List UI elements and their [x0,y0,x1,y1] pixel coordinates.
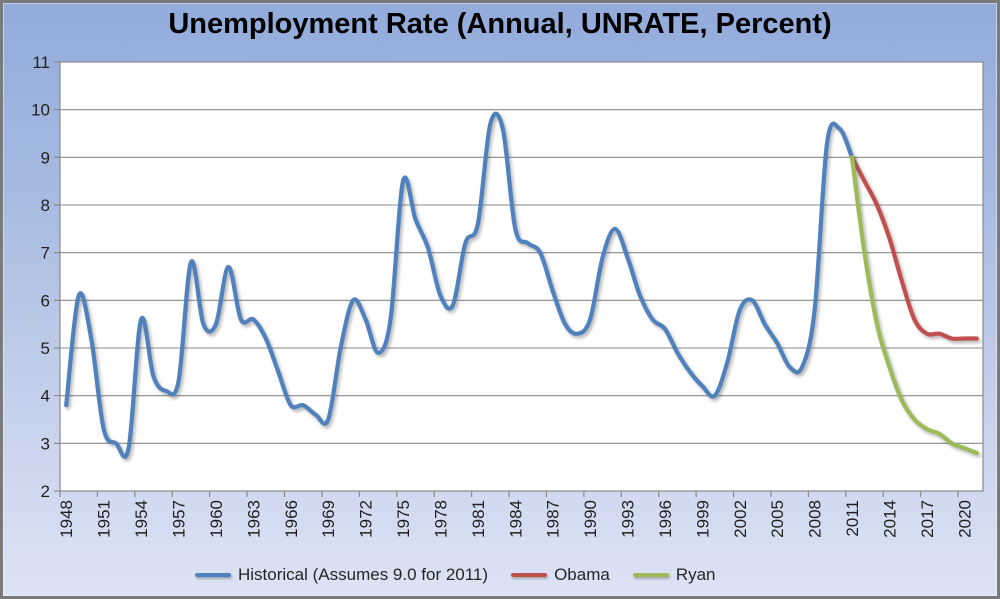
svg-text:1999: 1999 [693,500,712,538]
svg-text:1987: 1987 [544,500,563,538]
svg-text:2020: 2020 [955,500,974,538]
svg-text:10: 10 [31,101,50,120]
svg-text:2008: 2008 [806,500,825,538]
svg-text:2017: 2017 [918,500,937,538]
svg-text:2: 2 [41,482,50,501]
svg-text:1984: 1984 [506,500,525,538]
legend-label-ryan: Ryan [675,565,716,584]
svg-text:2005: 2005 [768,500,787,538]
plot-canvas: 2 3 4 5 6 7 8 9 10 11 1948 1951 1954 1957 1960 1963 1966… [31,53,984,538]
svg-text:1966: 1966 [282,500,301,538]
svg-text:1951: 1951 [95,500,114,538]
svg-text:1963: 1963 [244,500,263,538]
svg-text:6: 6 [41,291,50,310]
svg-text:1990: 1990 [581,500,600,538]
svg-text:3: 3 [41,434,50,453]
svg-text:9: 9 [41,148,50,167]
legend-swatch-obama-icon [511,573,548,577]
legend-item-ryan: Ryan [632,565,716,585]
svg-text:1975: 1975 [394,500,413,538]
svg-text:1969: 1969 [319,500,338,538]
svg-text:2014: 2014 [880,500,899,538]
svg-text:1954: 1954 [132,500,151,538]
svg-text:4: 4 [41,387,50,406]
svg-text:1996: 1996 [656,500,675,538]
chart-title: Unemployment Rate (Annual, UNRATE, Perce… [168,8,832,40]
legend-label-obama: Obama [554,565,610,584]
legend-item-obama: Obama [511,565,610,585]
svg-text:1960: 1960 [207,500,226,538]
svg-text:1972: 1972 [357,500,376,538]
svg-text:8: 8 [41,196,50,215]
svg-text:5: 5 [41,339,50,358]
svg-text:2011: 2011 [843,500,862,537]
svg-text:1981: 1981 [469,500,488,538]
svg-text:1957: 1957 [169,500,188,538]
svg-text:11: 11 [32,53,50,72]
svg-text:7: 7 [41,244,50,263]
svg-text:1993: 1993 [619,500,638,538]
svg-text:2002: 2002 [731,500,750,538]
legend-swatch-ryan-icon [632,573,669,577]
svg-text:1978: 1978 [431,500,450,538]
legend-label-historical: Historical (Assumes 9.0 for 2011) [238,565,489,584]
legend-item-historical: Historical (Assumes 9.0 for 2011) [195,565,488,585]
legend: Historical (Assumes 9.0 for 2011) Obama … [195,560,716,590]
legend-swatch-historical-icon [195,573,231,577]
svg-text:1948: 1948 [57,500,76,538]
